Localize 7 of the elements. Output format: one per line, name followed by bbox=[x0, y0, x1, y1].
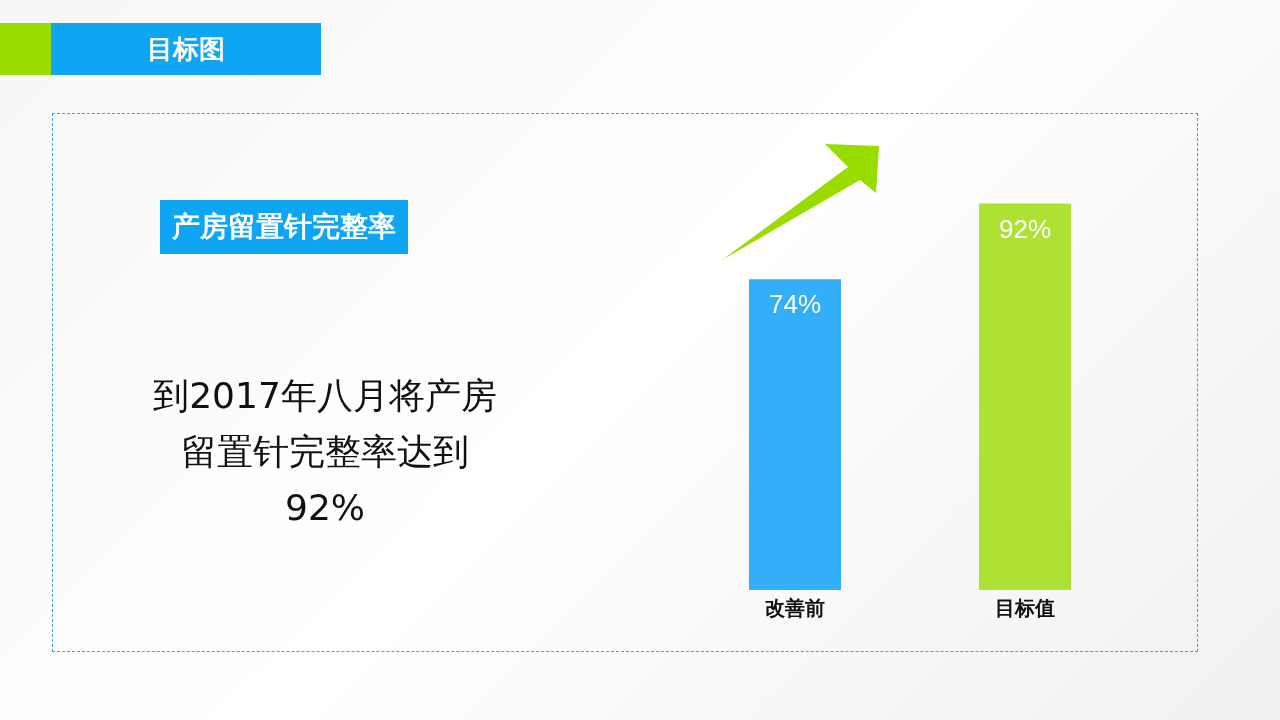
x-tick-label: 目标值 bbox=[995, 596, 1055, 620]
x-tick-label: 改善前 bbox=[765, 596, 825, 620]
data-label: 74% bbox=[768, 289, 822, 320]
text: 到2017年八月将产房留置针完整率达到92% bbox=[152, 374, 498, 530]
text: 产房留置针完整率 bbox=[160, 200, 408, 254]
data-label: 92% bbox=[998, 213, 1052, 244]
text: 目标图 bbox=[51, 23, 321, 75]
